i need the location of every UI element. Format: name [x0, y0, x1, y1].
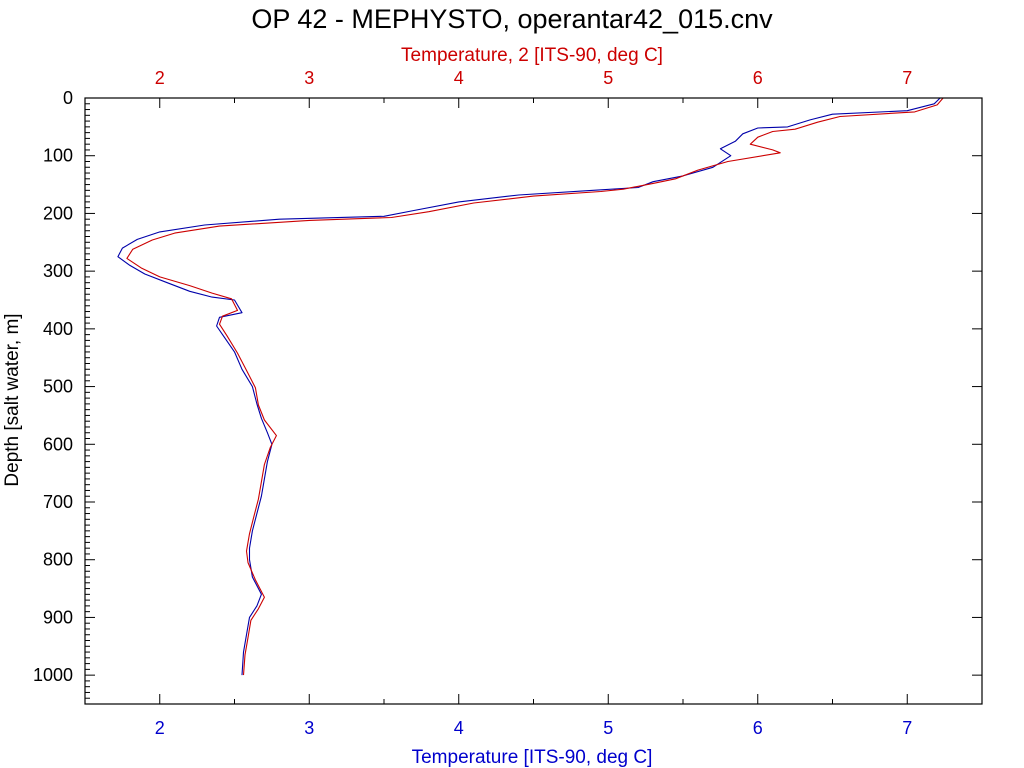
- y-tick-label: 700: [43, 492, 73, 512]
- y-tick-label: 0: [63, 88, 73, 108]
- y-tick-label: 900: [43, 607, 73, 627]
- plot-frame: [84, 97, 983, 705]
- x-top-tick-label: 2: [155, 68, 165, 88]
- x-bottom-tick-label: 7: [902, 718, 912, 738]
- x-bottom-tick-label: 6: [753, 718, 763, 738]
- x-top-tick-label: 5: [603, 68, 613, 88]
- x-top-tick-label: 7: [902, 68, 912, 88]
- axis-ticks-group: 0 100 200 300 400 500 600 700 800 900 1000 2 2 3 3 4 4 5 5…: [33, 68, 982, 738]
- x-top-tick-label: 3: [304, 68, 314, 88]
- y-tick-label: 1000: [33, 665, 73, 685]
- series-line-1: [117, 97, 941, 676]
- y-tick-label: 500: [43, 377, 73, 397]
- x-top-tick-label: 4: [454, 68, 464, 88]
- series-line-2: [126, 97, 944, 676]
- x-axis-bottom-label: Temperature [ITS-90, deg C]: [412, 747, 653, 768]
- chart-title: OP 42 - MEPHYSTO, operantar42_015.cnv: [251, 4, 773, 34]
- x-top-tick-label: 6: [753, 68, 763, 88]
- y-tick-label: 200: [43, 203, 73, 223]
- x-bottom-tick-label: 4: [454, 718, 464, 738]
- x-bottom-tick-label: 5: [603, 718, 613, 738]
- y-tick-label: 300: [43, 261, 73, 281]
- y-tick-label: 600: [43, 434, 73, 454]
- y-axis-label: Depth [salt water, m]: [2, 313, 23, 486]
- series-group: [117, 97, 944, 676]
- y-tick-label: 100: [43, 146, 73, 166]
- x-bottom-tick-label: 2: [155, 718, 165, 738]
- x-axis-top-label: Temperature, 2 [ITS-90, deg C]: [401, 45, 663, 66]
- y-tick-label: 400: [43, 319, 73, 339]
- x-bottom-tick-label: 3: [304, 718, 314, 738]
- y-tick-label: 800: [43, 550, 73, 570]
